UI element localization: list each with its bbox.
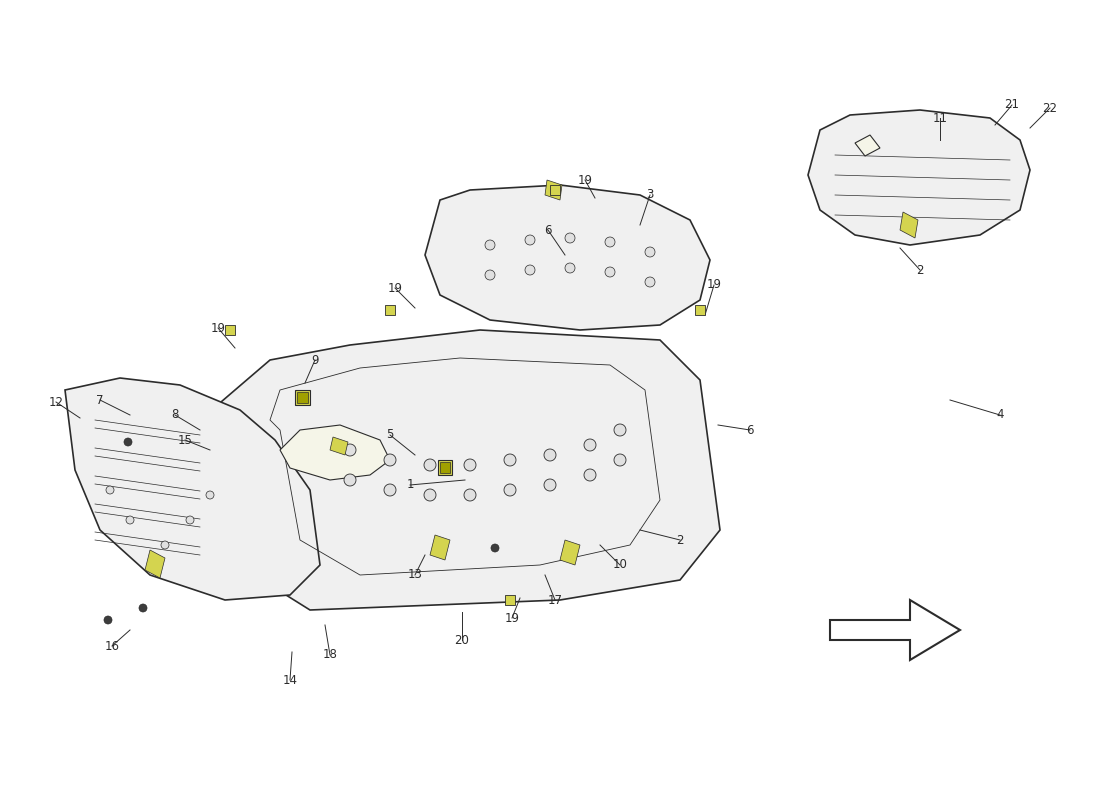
Polygon shape [425, 185, 710, 330]
Bar [505, 595, 515, 605]
Circle shape [605, 267, 615, 277]
Bar [695, 305, 705, 315]
Text: a pasion for cars since 1989: a pasion for cars since 1989 [343, 350, 657, 370]
Text: 3: 3 [647, 189, 653, 202]
Circle shape [104, 616, 112, 624]
Text: euroParts: euroParts [302, 386, 697, 454]
Text: 12: 12 [48, 395, 64, 409]
Text: 14: 14 [283, 674, 297, 686]
Circle shape [384, 454, 396, 466]
Text: 19: 19 [387, 282, 403, 294]
Text: 19: 19 [706, 278, 722, 291]
Text: 21: 21 [1004, 98, 1020, 111]
Polygon shape [295, 390, 310, 405]
Circle shape [584, 469, 596, 481]
Circle shape [525, 265, 535, 275]
Polygon shape [900, 212, 918, 238]
Circle shape [139, 604, 147, 612]
Polygon shape [544, 180, 562, 200]
Bar [550, 185, 560, 195]
Circle shape [384, 484, 396, 496]
Text: 19: 19 [578, 174, 593, 186]
Text: 19: 19 [210, 322, 225, 334]
Bar [440, 462, 450, 473]
Text: 20: 20 [454, 634, 470, 646]
Bar [297, 392, 308, 403]
Circle shape [464, 459, 476, 471]
Circle shape [645, 277, 654, 287]
Text: 18: 18 [322, 649, 338, 662]
Polygon shape [330, 437, 348, 455]
Circle shape [485, 240, 495, 250]
Polygon shape [560, 540, 580, 565]
Circle shape [491, 544, 499, 552]
Text: 19: 19 [505, 611, 519, 625]
Text: 13: 13 [408, 569, 422, 582]
Circle shape [344, 444, 356, 456]
Circle shape [504, 454, 516, 466]
Circle shape [424, 489, 436, 501]
Circle shape [344, 474, 356, 486]
Text: 2: 2 [676, 534, 684, 546]
Circle shape [161, 541, 169, 549]
Text: 15: 15 [177, 434, 192, 446]
Text: 11: 11 [933, 111, 947, 125]
Circle shape [424, 459, 436, 471]
Text: 9: 9 [311, 354, 319, 366]
Text: 7: 7 [97, 394, 103, 406]
Text: 5: 5 [386, 429, 394, 442]
Circle shape [464, 489, 476, 501]
Bar [226, 325, 235, 335]
Circle shape [605, 237, 615, 247]
Circle shape [645, 247, 654, 257]
Text: 16: 16 [104, 639, 120, 653]
Polygon shape [808, 110, 1030, 245]
Polygon shape [145, 550, 165, 578]
Polygon shape [280, 425, 390, 480]
Circle shape [106, 486, 114, 494]
Bar [385, 305, 395, 315]
Text: 17: 17 [548, 594, 562, 606]
Text: 4: 4 [997, 409, 1003, 422]
Polygon shape [830, 600, 960, 660]
Polygon shape [430, 535, 450, 560]
Circle shape [206, 491, 214, 499]
Circle shape [124, 438, 132, 446]
Polygon shape [438, 460, 452, 475]
Text: 22: 22 [1043, 102, 1057, 114]
Text: 10: 10 [613, 558, 627, 571]
Text: 1: 1 [406, 478, 414, 491]
Circle shape [544, 449, 556, 461]
Circle shape [614, 454, 626, 466]
Circle shape [584, 439, 596, 451]
Text: 6: 6 [746, 423, 754, 437]
Circle shape [504, 484, 516, 496]
Text: 6: 6 [544, 223, 552, 237]
Circle shape [614, 424, 626, 436]
Circle shape [126, 516, 134, 524]
Text: 2: 2 [916, 263, 924, 277]
Polygon shape [200, 330, 720, 610]
Circle shape [186, 516, 194, 524]
Circle shape [485, 270, 495, 280]
Polygon shape [65, 378, 320, 600]
Polygon shape [855, 135, 880, 156]
Text: 8: 8 [172, 409, 178, 422]
Circle shape [565, 263, 575, 273]
Circle shape [544, 479, 556, 491]
Circle shape [525, 235, 535, 245]
Circle shape [565, 233, 575, 243]
